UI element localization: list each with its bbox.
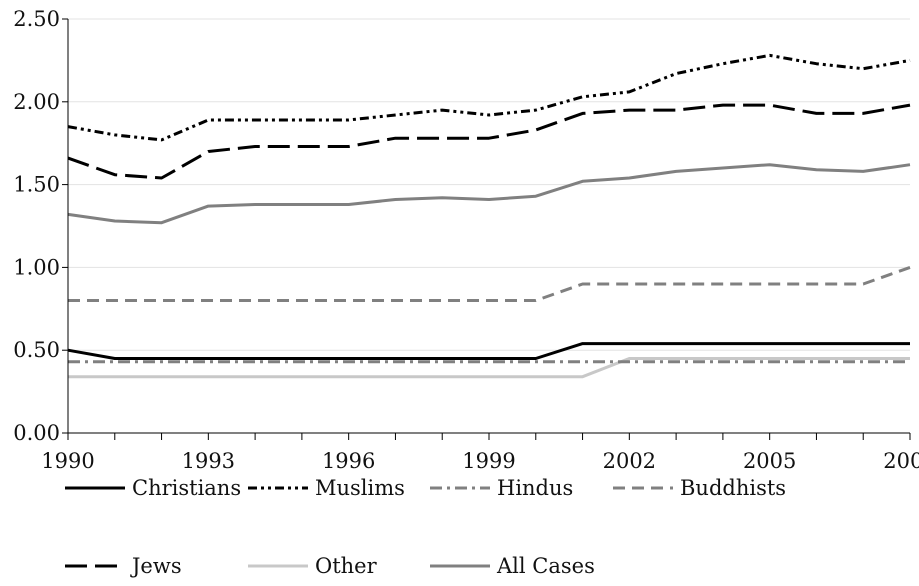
x-tick-label: 2008 — [883, 449, 919, 473]
x-tick-label: 1993 — [182, 449, 235, 473]
gridlines — [68, 18, 910, 351]
legend-label: Hindus — [497, 476, 573, 500]
series-line-all-cases — [67, 163, 911, 225]
legend-label: Buddhists — [680, 476, 786, 500]
series-line-buddhists — [68, 265, 911, 302]
x-tick-label: 1990 — [41, 449, 94, 473]
series-lines — [67, 53, 911, 379]
series-line-muslims — [67, 53, 911, 142]
legend-label: All Cases — [496, 554, 595, 578]
y-tick-label: 0.00 — [13, 421, 60, 445]
series-line-other — [68, 357, 910, 379]
legend-label: Muslims — [315, 476, 405, 500]
legend-label: Christians — [132, 476, 241, 500]
y-tick-label: 1.50 — [13, 173, 60, 197]
legend-label: Jews — [130, 554, 182, 578]
x-tick-label: 2005 — [743, 449, 796, 473]
legend-label: Other — [315, 554, 378, 578]
y-tick-label: 0.50 — [13, 338, 60, 362]
x-tick-label: 2002 — [603, 449, 656, 473]
y-tick-label: 2.00 — [13, 90, 60, 114]
x-tick-label: 1999 — [462, 449, 515, 473]
series-line-christians — [67, 342, 910, 360]
y-tick-label: 2.50 — [13, 7, 60, 31]
legend: Christians Muslims Hindus Buddhists Jews Othe… — [65, 476, 786, 578]
series-line-jews — [67, 103, 911, 180]
y-axis-ticks: 0.00 0.50 1.00 1.50 2.00 2.50 — [13, 7, 68, 445]
axes — [67, 19, 910, 434]
x-tick-label: 1996 — [322, 449, 375, 473]
y-tick-label: 1.00 — [13, 255, 60, 279]
x-axis-ticks: 1990 1993 1996 1999 2002 2005 2008 — [41, 433, 919, 473]
